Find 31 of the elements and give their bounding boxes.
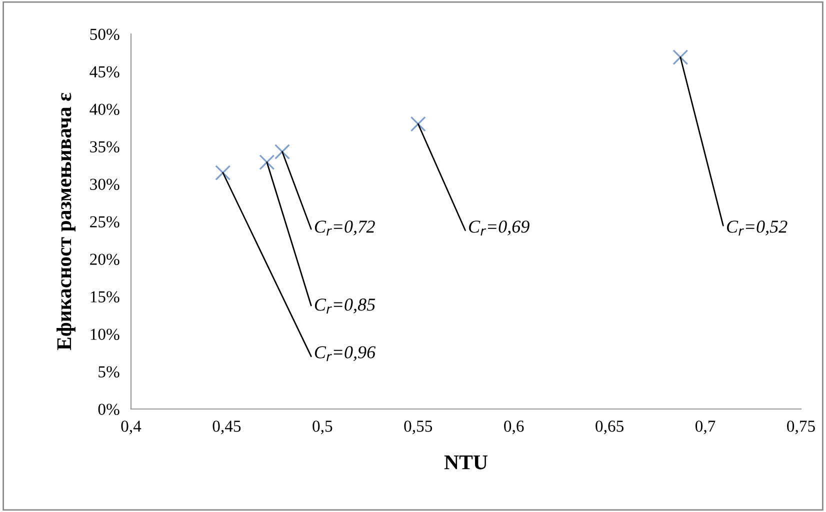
y-tick-label: 5% xyxy=(98,366,120,378)
x-axis-title: NTU xyxy=(444,455,488,470)
x-tick-label: 0,5 xyxy=(312,420,332,434)
annotation: C$_{r}$=0,85 xyxy=(314,298,376,314)
y-tick-label: 40% xyxy=(90,104,120,115)
x-tick-label: 0,7 xyxy=(696,420,716,434)
annotation: C$_{r}$=0,96 xyxy=(314,346,376,362)
x-tick-label: 0,55 xyxy=(404,420,432,434)
x-tick-label: 0,6 xyxy=(504,420,524,434)
y-tick-label: 10% xyxy=(90,328,120,340)
y-tick-label: 20% xyxy=(90,254,120,265)
y-tick-label: 45% xyxy=(90,66,120,78)
y-tick-label: 35% xyxy=(90,141,120,152)
y-tick-label: 15% xyxy=(90,291,120,302)
x-tick-label: 0,75 xyxy=(787,420,815,434)
point xyxy=(410,116,426,132)
y-tick-label: 50% xyxy=(90,28,120,40)
annotation: C$_{r}$=0,69 xyxy=(469,220,530,236)
point xyxy=(259,154,275,170)
y-tick-label: 0% xyxy=(98,404,120,415)
annotation: C$_{r}$=0,52 xyxy=(726,220,788,236)
x-tick-label: 0,65 xyxy=(596,420,624,434)
x-tick-label: 0,4 xyxy=(121,420,142,434)
x-tick-label: 0,45 xyxy=(212,420,241,434)
point xyxy=(672,49,688,66)
annotation: C$_{r}$=0,72 xyxy=(314,220,375,236)
y-tick-label: 30% xyxy=(90,178,120,190)
point xyxy=(215,164,231,181)
y-axis-title: Ефикасност размењивача ε xyxy=(56,92,76,350)
y-tick-label: 25% xyxy=(90,216,120,228)
point xyxy=(274,144,290,160)
